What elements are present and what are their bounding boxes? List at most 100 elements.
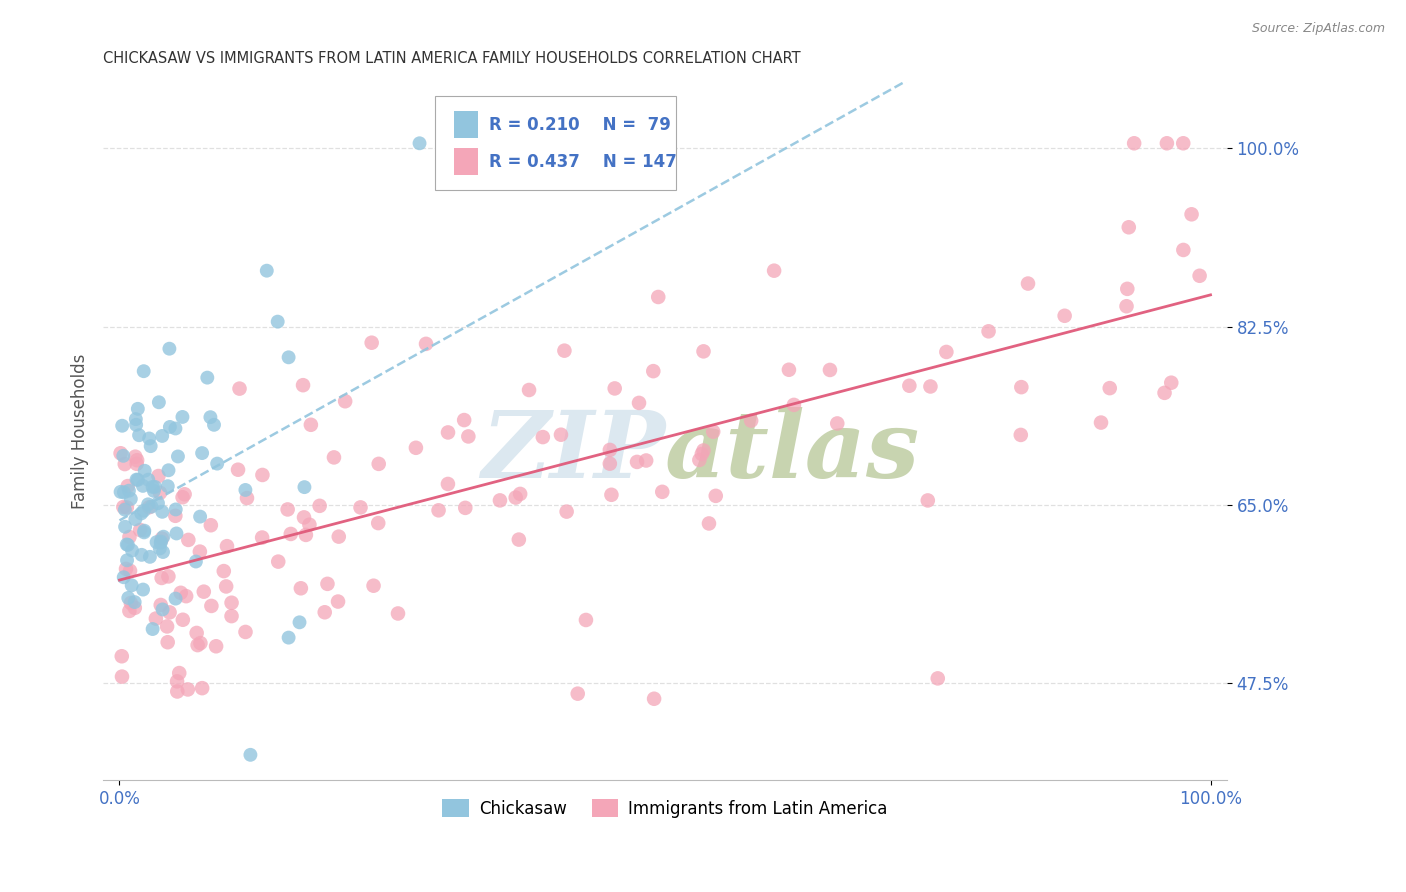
Point — [148, 395, 170, 409]
Point — [110, 446, 132, 460]
Point — [128, 428, 150, 442]
Point — [132, 479, 155, 493]
Point — [256, 263, 278, 277]
Point — [115, 537, 138, 551]
Point — [159, 606, 181, 620]
Point — [505, 491, 527, 505]
Point — [157, 569, 180, 583]
Point — [294, 480, 316, 494]
Point — [112, 485, 135, 500]
Point — [145, 535, 167, 549]
Point — [156, 479, 179, 493]
Point — [120, 596, 142, 610]
Point — [131, 548, 153, 562]
Point — [367, 457, 389, 471]
Point — [121, 578, 143, 592]
Point — [167, 666, 190, 681]
Point — [115, 562, 138, 576]
Point — [299, 417, 322, 432]
Point — [177, 533, 200, 547]
Point — [228, 382, 250, 396]
Point — [112, 570, 135, 584]
Point — [599, 457, 621, 471]
Point — [114, 502, 136, 516]
Point — [129, 507, 152, 521]
Point — [111, 670, 134, 684]
Point — [129, 523, 152, 537]
Point — [314, 605, 336, 619]
Point — [173, 487, 195, 501]
Point — [141, 500, 163, 514]
Point — [349, 500, 371, 515]
Point — [226, 463, 249, 477]
Point — [647, 290, 669, 304]
Point — [112, 449, 135, 463]
Point — [150, 429, 173, 443]
Point — [127, 473, 149, 487]
Point — [166, 684, 188, 698]
Point — [132, 504, 155, 518]
Point — [221, 596, 243, 610]
Point — [1180, 207, 1202, 221]
Point — [148, 469, 170, 483]
Point — [367, 516, 389, 530]
Point — [132, 525, 155, 540]
Point — [328, 530, 350, 544]
Point — [626, 455, 648, 469]
Point — [149, 541, 172, 556]
Point — [111, 418, 134, 433]
Point — [250, 531, 273, 545]
Point — [132, 364, 155, 378]
Point — [1010, 380, 1032, 394]
Point — [292, 378, 315, 392]
Point — [156, 619, 179, 633]
Point — [118, 483, 141, 498]
Point — [117, 479, 139, 493]
Point — [165, 502, 187, 516]
Point — [114, 520, 136, 534]
Point — [818, 363, 841, 377]
Point — [405, 441, 427, 455]
Point — [783, 398, 806, 412]
Point — [235, 483, 257, 497]
Point — [139, 439, 162, 453]
Point — [121, 543, 143, 558]
Point — [142, 480, 165, 494]
Point — [292, 510, 315, 524]
Point — [117, 591, 139, 605]
Point — [184, 554, 207, 568]
Point — [627, 396, 650, 410]
Point — [205, 457, 228, 471]
Point — [150, 532, 173, 546]
Text: atlas: atlas — [665, 407, 921, 497]
Point — [132, 582, 155, 597]
Point — [172, 613, 194, 627]
Point — [550, 427, 572, 442]
Point — [323, 450, 346, 465]
Point — [152, 545, 174, 559]
Point — [190, 636, 212, 650]
Point — [166, 674, 188, 689]
Point — [200, 599, 222, 613]
Point — [437, 477, 460, 491]
Point — [187, 638, 209, 652]
Point — [363, 579, 385, 593]
Point — [191, 446, 214, 460]
Point — [149, 536, 172, 550]
Point — [408, 136, 430, 151]
Point — [697, 516, 720, 531]
Point — [825, 417, 848, 431]
Point — [316, 577, 339, 591]
Point — [136, 473, 159, 487]
Point — [235, 624, 257, 639]
Point — [138, 500, 160, 515]
Point — [115, 553, 138, 567]
Point — [239, 747, 262, 762]
Point — [517, 383, 540, 397]
Point — [1156, 136, 1178, 151]
Point — [692, 344, 714, 359]
Point — [174, 589, 197, 603]
Point — [1153, 385, 1175, 400]
Point — [118, 604, 141, 618]
Point — [145, 611, 167, 625]
